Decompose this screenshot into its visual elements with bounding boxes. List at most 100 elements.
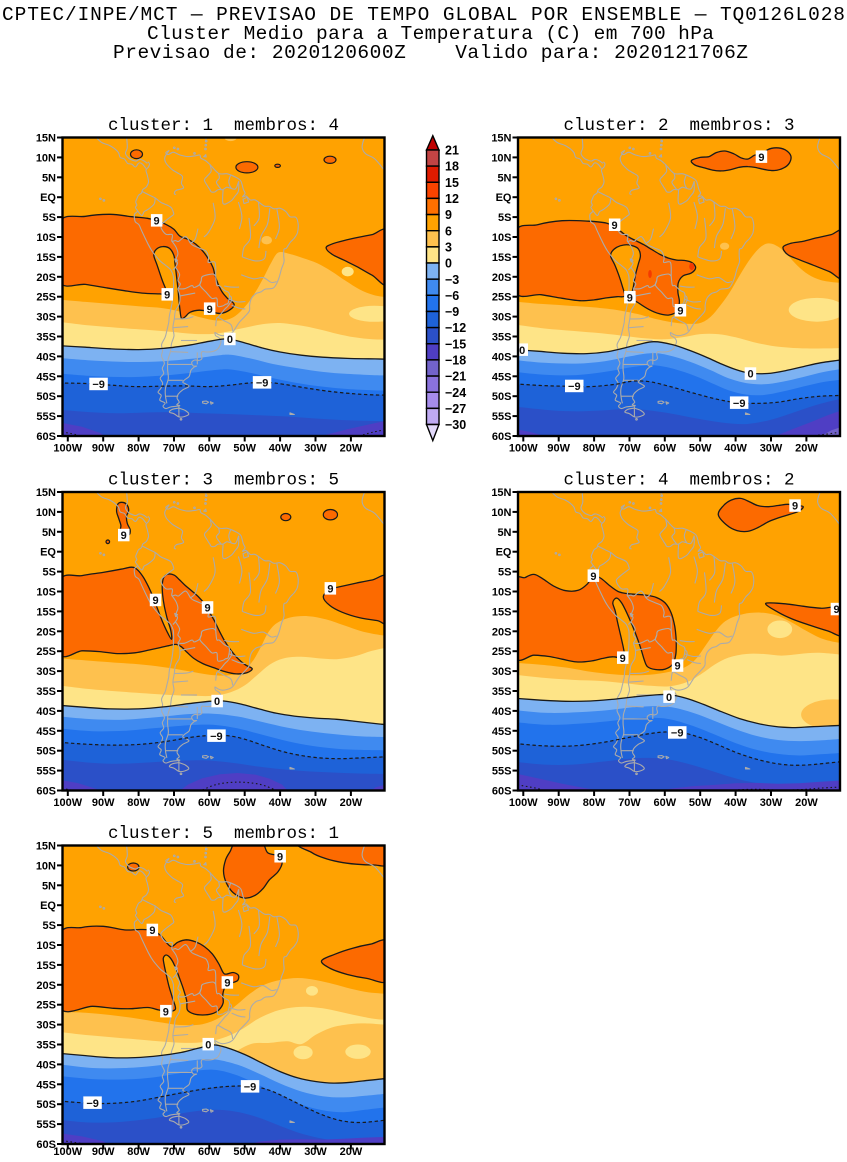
svg-text:70W: 70W [163, 443, 186, 455]
svg-text:25S: 25S [492, 292, 512, 304]
svg-text:90W: 90W [92, 797, 115, 809]
svg-text:EQ: EQ [40, 547, 56, 559]
svg-text:50S: 50S [492, 391, 512, 403]
svg-text:−9: −9 [244, 1082, 257, 1094]
svg-text:5N: 5N [497, 172, 511, 184]
svg-text:60W: 60W [653, 797, 676, 809]
svg-text:20S: 20S [492, 272, 512, 284]
svg-text:45S: 45S [36, 726, 56, 738]
svg-text:50W: 50W [233, 443, 256, 455]
svg-text:−9: −9 [256, 378, 269, 390]
svg-text:9: 9 [163, 1006, 169, 1018]
svg-text:9: 9 [154, 216, 160, 228]
svg-text:21: 21 [445, 144, 459, 158]
svg-text:9: 9 [327, 584, 333, 596]
svg-text:0: 0 [445, 257, 452, 271]
svg-text:9: 9 [121, 530, 127, 542]
svg-text:0: 0 [747, 369, 753, 381]
svg-text:9: 9 [627, 292, 633, 304]
svg-text:15N: 15N [491, 133, 511, 145]
svg-text:15: 15 [445, 176, 459, 190]
svg-text:9: 9 [224, 978, 230, 990]
svg-text:90W: 90W [547, 443, 570, 455]
svg-text:Cluster Medio para a Temperatu: Cluster Medio para a Temperatura (C) em … [147, 23, 714, 45]
svg-text:60S: 60S [492, 431, 512, 443]
svg-text:9: 9 [675, 661, 681, 673]
svg-text:100W: 100W [509, 443, 538, 455]
svg-text:cluster: 4 membros: 2: cluster: 4 membros: 2 [563, 471, 794, 491]
svg-text:10S: 10S [36, 232, 56, 244]
svg-text:10N: 10N [491, 507, 511, 519]
svg-text:20W: 20W [340, 1146, 363, 1157]
svg-text:90W: 90W [92, 443, 115, 455]
svg-text:40W: 40W [269, 797, 292, 809]
svg-text:−12: −12 [445, 321, 466, 335]
svg-text:30S: 30S [492, 666, 512, 678]
svg-text:9: 9 [149, 925, 155, 937]
svg-text:10S: 10S [492, 232, 512, 244]
svg-text:40W: 40W [724, 443, 747, 455]
svg-text:35S: 35S [492, 686, 512, 698]
svg-text:−21: −21 [445, 370, 466, 384]
svg-text:EQ: EQ [40, 900, 56, 912]
svg-text:15S: 15S [492, 606, 512, 618]
svg-text:15N: 15N [36, 133, 56, 145]
svg-text:5N: 5N [42, 880, 56, 892]
svg-text:9: 9 [205, 603, 211, 615]
svg-text:5S: 5S [498, 567, 511, 579]
svg-text:15S: 15S [36, 606, 56, 618]
svg-text:9: 9 [445, 208, 452, 222]
svg-text:15N: 15N [36, 841, 56, 853]
svg-text:0: 0 [227, 334, 233, 346]
svg-text:80W: 80W [583, 443, 606, 455]
svg-text:55S: 55S [492, 766, 512, 778]
svg-text:30S: 30S [492, 312, 512, 324]
svg-text:5N: 5N [497, 527, 511, 539]
svg-text:80W: 80W [583, 797, 606, 809]
svg-text:−6: −6 [445, 289, 459, 303]
svg-text:50S: 50S [36, 1099, 56, 1111]
svg-text:50S: 50S [492, 746, 512, 758]
svg-text:−30: −30 [445, 418, 466, 432]
svg-text:EQ: EQ [496, 192, 512, 204]
svg-text:25S: 25S [492, 646, 512, 658]
svg-text:9: 9 [620, 653, 626, 665]
svg-text:−24: −24 [445, 386, 466, 400]
svg-text:50S: 50S [36, 391, 56, 403]
svg-text:55S: 55S [36, 766, 56, 778]
svg-text:100W: 100W [53, 1146, 82, 1157]
svg-text:5S: 5S [498, 212, 511, 224]
svg-text:70W: 70W [618, 797, 641, 809]
svg-text:20S: 20S [36, 980, 56, 992]
svg-text:30W: 30W [304, 1146, 327, 1157]
svg-text:Previsao de: 2020120600Z Va: Previsao de: 2020120600Z Valido para: 20… [113, 42, 748, 64]
svg-text:30W: 30W [760, 443, 783, 455]
svg-text:10S: 10S [36, 940, 56, 952]
svg-text:10S: 10S [36, 587, 56, 599]
svg-text:5N: 5N [42, 172, 56, 184]
svg-text:10N: 10N [36, 152, 56, 164]
svg-text:9: 9 [153, 595, 159, 607]
svg-text:15S: 15S [492, 252, 512, 264]
svg-text:40S: 40S [36, 351, 56, 363]
svg-text:15S: 15S [36, 252, 56, 264]
svg-text:40W: 40W [724, 797, 747, 809]
svg-text:60S: 60S [492, 786, 512, 798]
svg-text:cluster: 5 membros: 1: cluster: 5 membros: 1 [108, 824, 339, 844]
svg-text:40S: 40S [36, 1059, 56, 1071]
svg-text:60W: 60W [198, 797, 221, 809]
svg-text:30W: 30W [304, 797, 327, 809]
svg-text:60S: 60S [36, 786, 56, 798]
svg-text:35S: 35S [36, 1040, 56, 1052]
svg-text:12: 12 [445, 192, 459, 206]
svg-text:40W: 40W [269, 443, 292, 455]
svg-text:25S: 25S [36, 646, 56, 658]
svg-text:15N: 15N [491, 487, 511, 499]
svg-text:EQ: EQ [40, 192, 56, 204]
svg-text:5S: 5S [43, 212, 56, 224]
svg-text:0: 0 [519, 345, 525, 357]
svg-text:6: 6 [445, 224, 452, 238]
svg-text:−9: −9 [210, 731, 223, 743]
svg-text:0: 0 [205, 1039, 211, 1051]
svg-text:100W: 100W [53, 797, 82, 809]
